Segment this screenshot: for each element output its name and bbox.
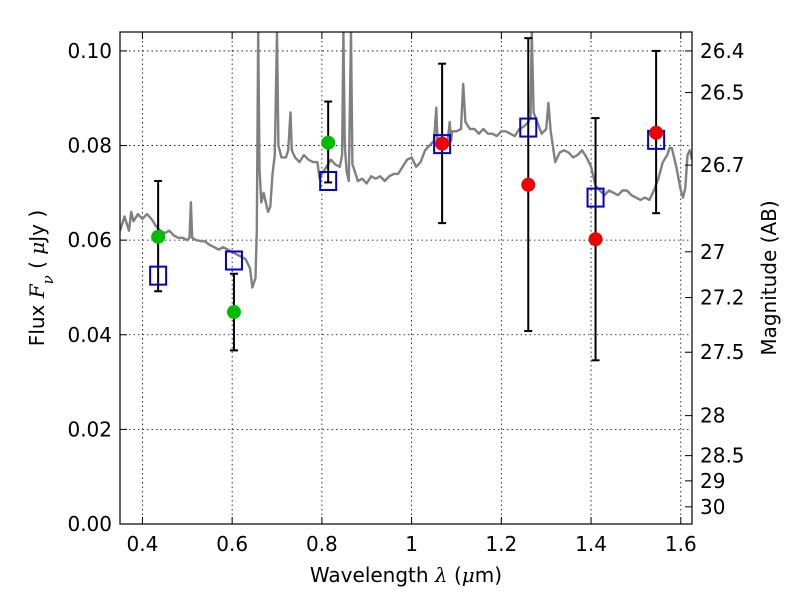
mag-tick-label: 29 [700, 469, 725, 493]
x-tick-label: 1.4 [575, 532, 607, 556]
observed-point [521, 177, 536, 192]
y-tick-label: 0.06 [67, 228, 112, 252]
x-tick-label: 1.6 [665, 532, 697, 556]
observed-point [435, 136, 450, 151]
mag-tick-label: 26.4 [700, 39, 745, 63]
plot-area [120, 32, 692, 362]
y-title-text: Jy ) [25, 210, 49, 244]
y-axis-title-right: Magnitude (AB) [757, 200, 781, 355]
y-tick-label: 0.04 [67, 323, 112, 347]
observed-point [226, 305, 241, 320]
mag-tick-label: 26.5 [700, 81, 745, 105]
model-photometry-square [433, 134, 452, 155]
mag-tick-label: 27.2 [700, 286, 745, 310]
y-title-text: ( [25, 255, 49, 276]
observed-point [151, 229, 166, 244]
mag-tick-label: 27 [700, 240, 725, 264]
model-photometry-square [149, 265, 168, 286]
axis-ticks: 0.4 0.6 0.8 1 1.2 1.4 1.6 0.00 0.02 0.04 0.06 0.08 0… [67, 32, 745, 556]
model-photometry-square [586, 187, 605, 208]
y-title-nu: ν [39, 275, 57, 284]
x-tick-label: 0.6 [216, 532, 248, 556]
y-tick-label: 0.10 [67, 39, 112, 63]
x-title-text: ( [448, 563, 462, 587]
model-photometry-square [319, 171, 338, 192]
plot-frame [119, 31, 693, 525]
x-title-text: Wavelength [310, 563, 435, 587]
y-axis-title-left: Flux Fν ( μJy ) [25, 210, 57, 346]
observed-point [588, 232, 603, 247]
x-title-text: m) [475, 563, 502, 587]
y-title-F: F [25, 283, 49, 299]
mag-tick-label: 28 [700, 404, 725, 428]
mag-tick-label: 26.7 [700, 153, 745, 177]
y-tick-label: 0.00 [67, 512, 112, 536]
model-photometry-square [519, 117, 538, 138]
observed-point [321, 135, 336, 150]
observed-point [649, 125, 664, 140]
x-tick-label: 1 [405, 532, 418, 556]
x-tick-label: 1.2 [485, 532, 517, 556]
y-tick-label: 0.02 [67, 417, 112, 441]
x-tick-label: 0.8 [306, 532, 338, 556]
x-title-mu: μ [462, 563, 475, 587]
y-tick-label: 0.08 [67, 134, 112, 158]
mag-tick-label: 28.5 [700, 444, 745, 468]
y-title-text: Flux [25, 298, 49, 346]
grid-lines [120, 32, 692, 525]
x-title-lambda: λ [434, 563, 448, 587]
model-photometry-square [224, 250, 243, 271]
y-title-mu: μ [25, 242, 49, 255]
mag-tick-label: 27.5 [700, 340, 745, 364]
x-tick-label: 0.4 [127, 532, 159, 556]
x-axis-title: Wavelength λ (μm) [310, 563, 502, 587]
mag-tick-label: 30 [700, 495, 725, 519]
sed-model-line [120, 32, 692, 289]
